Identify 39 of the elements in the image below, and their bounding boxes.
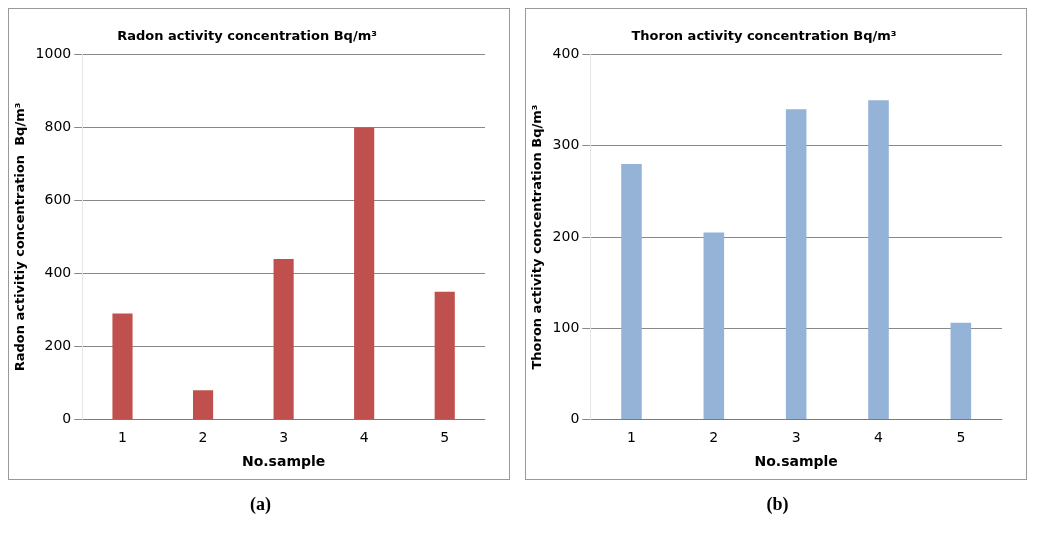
x-tick-label: 1 — [627, 429, 636, 446]
x-tick-label: 5 — [956, 429, 966, 446]
bar — [950, 322, 972, 419]
y-tick-label: 800 — [44, 118, 72, 135]
y-tick-label: 200 — [44, 337, 72, 354]
text: (b) — [765, 494, 790, 515]
y-tick-label: 200 — [552, 227, 580, 244]
y-axis-title: Radon activitiy concentration Bq/m³ — [12, 102, 28, 372]
y-tick-label: 0 — [62, 410, 72, 427]
bar — [434, 291, 455, 419]
bar — [354, 127, 375, 419]
bar — [112, 313, 133, 419]
bar — [785, 109, 807, 419]
x-tick-label: 4 — [874, 429, 884, 446]
x-tick-label: 3 — [279, 429, 289, 446]
y-tick-label: 600 — [44, 191, 72, 208]
x-tick-label: 2 — [709, 429, 719, 446]
y-tick-label: 1000 — [35, 45, 72, 62]
y-tick-label: 0 — [570, 410, 580, 427]
bar — [273, 258, 294, 419]
text: (a) — [249, 494, 272, 515]
bar — [192, 390, 214, 419]
bar — [621, 164, 642, 419]
x-tick-label: 5 — [440, 429, 450, 446]
bar — [703, 232, 725, 419]
x-axis-title: No.sample — [754, 453, 838, 470]
x-tick-label: 1 — [118, 429, 127, 446]
x-axis-title: No.sample — [241, 453, 326, 470]
x-tick-label: 4 — [359, 429, 369, 446]
chart-title: Thoron activity concentration Bq/m³ — [631, 28, 897, 44]
chart-title: Radon activity concentration Bq/m³ — [117, 28, 377, 44]
y-tick-label: 400 — [552, 45, 580, 62]
bar — [868, 100, 889, 419]
y-tick-label: 400 — [44, 264, 72, 281]
y-tick-label: 100 — [552, 318, 580, 335]
x-tick-label: 2 — [198, 429, 208, 446]
y-axis-title: Thoron activity concentration Bq/m³ — [529, 104, 545, 370]
x-tick-label: 3 — [791, 429, 801, 446]
y-tick-label: 300 — [552, 136, 580, 153]
